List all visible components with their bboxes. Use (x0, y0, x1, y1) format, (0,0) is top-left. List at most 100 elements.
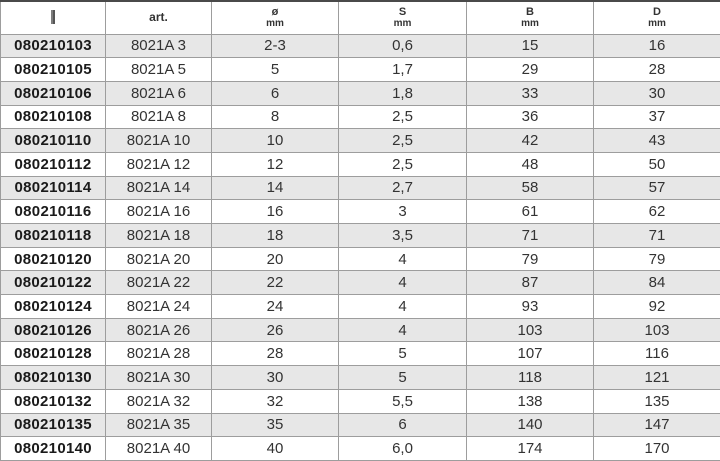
cell-art: 8021A 20 (105, 247, 212, 272)
column-header-unit: mm (648, 18, 666, 30)
table-row: 080210103 8021A 3 2-3 0,6 15 16 (0, 34, 720, 59)
table-row: 080210105 8021A 5 5 1,7 29 28 (0, 57, 720, 82)
table-row: 080210132 8021A 32 32 5,5 138 135 (0, 389, 720, 414)
cell-diameter: 40 (211, 436, 339, 461)
cell-code: 080210124 (0, 294, 106, 319)
cell-code: 080210126 (0, 318, 106, 343)
table-row: 080210122 8021A 22 22 4 87 84 (0, 270, 720, 296)
cell-d: 92 (593, 294, 720, 319)
cell-diameter: 12 (211, 152, 339, 177)
cell-s: 4 (338, 270, 467, 296)
cell-s: 4 (338, 247, 467, 272)
cell-code: 080210120 (0, 247, 106, 272)
cell-s: 3 (338, 199, 467, 224)
column-header-label: art. (149, 9, 168, 24)
cell-code: 080210118 (0, 223, 106, 248)
cell-s: 0,6 (338, 34, 467, 59)
table-header: art. ø mm S mm B mm D mm (0, 1, 720, 35)
table-row: 080210110 8021A 10 10 2,5 42 43 (0, 128, 720, 153)
cell-code: 080210122 (0, 270, 106, 296)
table-row: 080210140 8021A 40 40 6,0 174 170 (0, 436, 720, 461)
cell-b: 42 (466, 128, 594, 153)
cell-code: 080210112 (0, 152, 106, 177)
cell-s: 6 (338, 413, 467, 438)
cell-art: 8021A 24 (105, 294, 212, 319)
cell-s: 5 (338, 341, 467, 367)
cell-s: 6,0 (338, 436, 467, 461)
column-header-symbol: S (398, 5, 407, 18)
cell-b: 58 (466, 176, 594, 201)
cell-d: 135 (593, 389, 720, 414)
cell-diameter: 2-3 (211, 34, 339, 59)
table-body: 080210103 8021A 3 2-3 0,6 15 16 080210105 8021A… (0, 34, 720, 461)
cell-diameter: 10 (211, 128, 339, 153)
column-header-d: D mm (593, 1, 720, 35)
table-row: 080210118 8021A 18 18 3,5 71 71 (0, 223, 720, 248)
column-header-code (0, 1, 106, 35)
cell-b: 15 (466, 34, 594, 59)
column-header-diameter: ø mm (211, 1, 339, 35)
cell-code: 080210140 (0, 436, 106, 461)
cell-s: 2,7 (338, 176, 467, 201)
cell-d: 170 (593, 436, 720, 461)
cell-s: 1,8 (338, 81, 467, 106)
cell-b: 33 (466, 81, 594, 106)
barcode-icon (51, 10, 55, 25)
table-row: 080210130 8021A 30 30 5 118 121 (0, 365, 720, 390)
cell-d: 62 (593, 199, 720, 224)
cell-art: 8021A 30 (105, 365, 212, 390)
cell-s: 3,5 (338, 223, 467, 248)
cell-b: 118 (466, 365, 594, 390)
column-header-unit: mm (521, 18, 539, 30)
cell-d: 16 (593, 34, 720, 59)
cell-diameter: 24 (211, 294, 339, 319)
cell-code: 080210130 (0, 365, 106, 390)
cell-code: 080210116 (0, 199, 106, 224)
header-row: art. ø mm S mm B mm D mm (0, 1, 720, 35)
cell-diameter: 26 (211, 318, 339, 343)
cell-b: 71 (466, 223, 594, 248)
cell-code: 080210108 (0, 105, 106, 130)
table-row: 080210106 8021A 6 6 1,8 33 30 (0, 81, 720, 106)
cell-code: 080210135 (0, 413, 106, 438)
cell-s: 5 (338, 365, 467, 390)
cell-b: 138 (466, 389, 594, 414)
cell-s: 2,5 (338, 105, 467, 130)
cell-s: 2,5 (338, 152, 467, 177)
cell-s: 1,7 (338, 57, 467, 82)
column-header-symbol: D (653, 5, 661, 18)
cell-diameter: 18 (211, 223, 339, 248)
column-header-symbol: B (526, 5, 534, 18)
cell-diameter: 16 (211, 199, 339, 224)
cell-code: 080210114 (0, 176, 106, 201)
table-row: 080210114 8021A 14 14 2,7 58 57 (0, 176, 720, 201)
cell-d: 50 (593, 152, 720, 177)
cell-diameter: 35 (211, 413, 339, 438)
cell-diameter: 22 (211, 270, 339, 296)
cell-code: 080210128 (0, 341, 106, 367)
cell-code: 080210110 (0, 128, 106, 153)
cell-d: 71 (593, 223, 720, 248)
table-row: 080210120 8021A 20 20 4 79 79 (0, 247, 720, 272)
cell-art: 8021A 3 (105, 34, 212, 59)
cell-d: 37 (593, 105, 720, 130)
cell-diameter: 8 (211, 105, 339, 130)
cell-code: 080210105 (0, 57, 106, 82)
table-row: 080210112 8021A 12 12 2,5 48 50 (0, 152, 720, 177)
cell-b: 103 (466, 318, 594, 343)
cell-b: 29 (466, 57, 594, 82)
cell-s: 5,5 (338, 389, 467, 414)
cell-art: 8021A 12 (105, 152, 212, 177)
cell-art: 8021A 40 (105, 436, 212, 461)
cell-b: 87 (466, 270, 594, 296)
cell-art: 8021A 6 (105, 81, 212, 106)
table-row: 080210135 8021A 35 35 6 140 147 (0, 413, 720, 438)
cell-diameter: 28 (211, 341, 339, 367)
cell-b: 36 (466, 105, 594, 130)
cell-d: 84 (593, 270, 720, 296)
cell-art: 8021A 28 (105, 341, 212, 367)
cell-art: 8021A 18 (105, 223, 212, 248)
cell-d: 57 (593, 176, 720, 201)
cell-art: 8021A 32 (105, 389, 212, 414)
